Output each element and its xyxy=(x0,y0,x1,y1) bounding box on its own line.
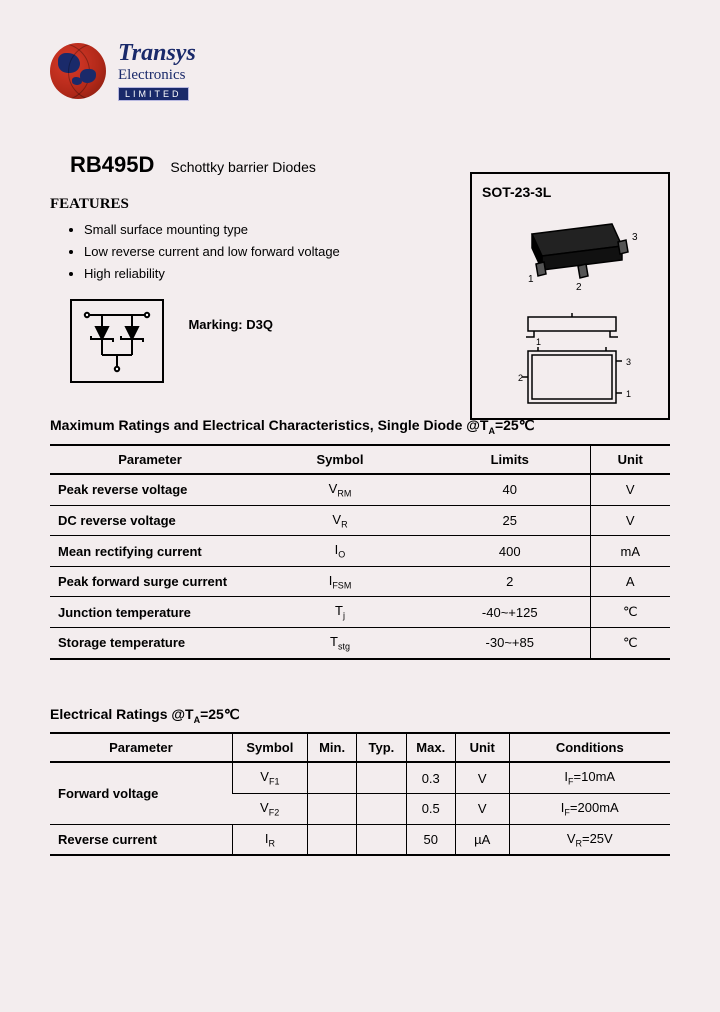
col-conditions: Conditions xyxy=(509,733,670,762)
cell-conditions: IF=200mA xyxy=(509,794,670,825)
package-panel: SOT-23-3L 1 2 3 2 1 3 xyxy=(470,172,670,420)
cell-limits: 25 xyxy=(430,505,590,536)
cell-unit: mA xyxy=(590,536,670,567)
cell-parameter: Mean rectifying current xyxy=(50,536,250,567)
part-desc: Schottky barrier Diodes xyxy=(170,159,316,175)
company-tag: LIMITED xyxy=(118,87,189,101)
cell-max: 0.3 xyxy=(406,762,455,793)
cell-symbol: Tj xyxy=(250,597,430,628)
part-number: RB495D xyxy=(70,152,154,178)
pin-label: 1 xyxy=(528,274,534,285)
cell-symbol: VR xyxy=(250,505,430,536)
cell-limits: 2 xyxy=(430,566,590,597)
col-min: Min. xyxy=(307,733,356,762)
table-row: Junction temperatureTj-40~+125℃ xyxy=(50,597,670,628)
cell-symbol: IFSM xyxy=(250,566,430,597)
cell-min xyxy=(307,794,356,825)
cell-limits: -40~+125 xyxy=(430,597,590,628)
circuit-diagram xyxy=(70,299,164,383)
package-outline-icon: 2 1 3 1 xyxy=(482,311,658,421)
table-row: DC reverse voltageVR25V xyxy=(50,505,670,536)
col-typ: Typ. xyxy=(357,733,406,762)
cell-typ xyxy=(357,794,406,825)
col-max: Max. xyxy=(406,733,455,762)
cell-parameter: Junction temperature xyxy=(50,597,250,628)
cell-parameter: Storage temperature xyxy=(50,628,250,659)
table-row: Mean rectifying currentIO400mA xyxy=(50,536,670,567)
table-row: Storage temperatureTstg-30~+85℃ xyxy=(50,628,670,659)
company-sub: Electronics xyxy=(118,67,196,84)
pin-label: 3 xyxy=(632,232,638,243)
svg-text:3: 3 xyxy=(626,357,631,367)
table-row: Reverse currentIR 50µAVR=25V xyxy=(50,824,670,855)
cell-symbol: IO xyxy=(250,536,430,567)
cell-unit: V xyxy=(455,794,509,825)
table-row: Forward voltageVF10.3VIF=10mA xyxy=(50,762,670,793)
package-3d-icon: 1 2 3 xyxy=(482,206,658,306)
cell-symbol: VRM xyxy=(250,474,430,505)
col-unit: Unit xyxy=(590,445,670,474)
col-symbol: Symbol xyxy=(250,445,430,474)
cell-max: 0.5 xyxy=(406,794,455,825)
cell-parameter: Peak reverse voltage xyxy=(50,474,250,505)
svg-text:1: 1 xyxy=(626,389,631,399)
cell-limits: 40 xyxy=(430,474,590,505)
cell-min xyxy=(307,762,356,793)
cell-symbol: VF2 xyxy=(232,794,307,825)
cell-typ xyxy=(357,824,406,855)
globe-icon xyxy=(50,43,106,99)
package-label: SOT-23-3L xyxy=(482,184,658,200)
cell-unit: A xyxy=(590,566,670,597)
cell-unit: V xyxy=(590,474,670,505)
svg-text:1: 1 xyxy=(536,337,541,347)
col-symbol: Symbol xyxy=(232,733,307,762)
col-limits: Limits xyxy=(430,445,590,474)
company-logo: Transys Electronics LIMITED xyxy=(50,40,670,102)
cell-conditions: IF=10mA xyxy=(509,762,670,793)
cell-unit: ℃ xyxy=(590,597,670,628)
cell-parameter: Peak forward surge current xyxy=(50,566,250,597)
cell-unit: ℃ xyxy=(590,628,670,659)
cell-parameter: Reverse current xyxy=(50,824,232,855)
col-parameter: Parameter xyxy=(50,733,232,762)
cell-symbol: VF1 xyxy=(232,762,307,793)
cell-conditions: VR=25V xyxy=(509,824,670,855)
cell-limits: 400 xyxy=(430,536,590,567)
electrical-ratings-table: Parameter Symbol Min. Typ. Max. Unit Con… xyxy=(50,732,670,856)
cell-max: 50 xyxy=(406,824,455,855)
table2-title: Electrical Ratings @TA=25℃ xyxy=(50,706,670,725)
col-parameter: Parameter xyxy=(50,445,250,474)
company-text: Transys Electronics LIMITED xyxy=(118,40,196,102)
cell-min xyxy=(307,824,356,855)
cell-limits: -30~+85 xyxy=(430,628,590,659)
company-name: Transys xyxy=(118,40,196,67)
cell-parameter: Forward voltage xyxy=(50,762,232,824)
table-row: Peak forward surge currentIFSM2A xyxy=(50,566,670,597)
marking-label: Marking: D3Q xyxy=(188,317,273,332)
cell-typ xyxy=(357,762,406,793)
pin-label: 2 xyxy=(576,282,582,293)
cell-symbol: IR xyxy=(232,824,307,855)
svg-text:2: 2 xyxy=(518,373,523,383)
max-ratings-table: Parameter Symbol Limits Unit Peak revers… xyxy=(50,444,670,660)
cell-symbol: Tstg xyxy=(250,628,430,659)
col-unit: Unit xyxy=(455,733,509,762)
cell-parameter: DC reverse voltage xyxy=(50,505,250,536)
cell-unit: V xyxy=(455,762,509,793)
cell-unit: V xyxy=(590,505,670,536)
table-row: Peak reverse voltageVRM40V xyxy=(50,474,670,505)
cell-unit: µA xyxy=(455,824,509,855)
